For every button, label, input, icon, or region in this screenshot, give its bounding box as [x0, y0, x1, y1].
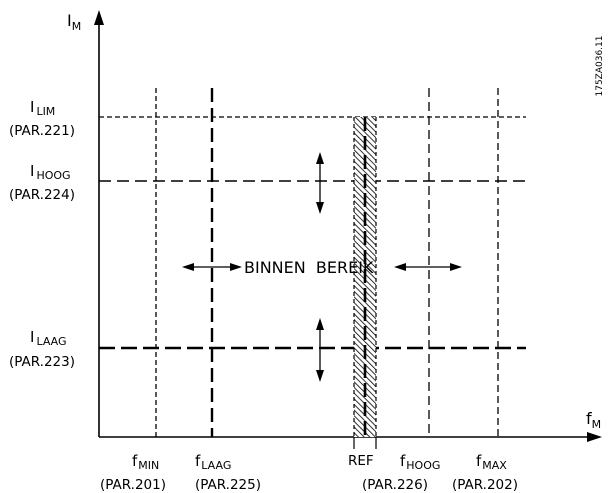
f-laag-param: (PAR.225) [195, 477, 261, 493]
y-axis-label: IM [67, 11, 81, 33]
upper-double-arrow [316, 152, 324, 214]
drawing-code: 175ZA036.11 [595, 36, 605, 97]
y-axis-arrowhead [94, 10, 104, 25]
right-double-arrow [394, 263, 462, 271]
f-min-param: (PAR.201) [100, 477, 166, 493]
i-hoog-label: I HOOG [30, 162, 71, 182]
i-lim-param: (PAR.221) [9, 123, 75, 139]
f-hoog-label: fHOOG [400, 452, 440, 472]
left-double-arrow [182, 263, 242, 271]
i-laag-param: (PAR.223) [9, 354, 75, 370]
x-axis-label: fM [586, 409, 601, 431]
f-min-label: fMIN [132, 452, 159, 472]
x-axis-arrowhead [587, 432, 602, 442]
i-laag-label: I LAAG [30, 328, 67, 348]
i-lim-label: I LIM [30, 98, 55, 118]
f-max-param: (PAR.202) [452, 477, 518, 493]
f-hoog-param: (PAR.226) [362, 477, 428, 493]
f-laag-label: fLAAG [195, 452, 231, 472]
i-hoog-param: (PAR.224) [9, 187, 75, 203]
f-max-label: fMAX [476, 452, 507, 472]
ref-label: REF [348, 453, 374, 469]
lower-double-arrow [316, 318, 324, 382]
region-label: BINNEN BEREIK [244, 258, 374, 277]
